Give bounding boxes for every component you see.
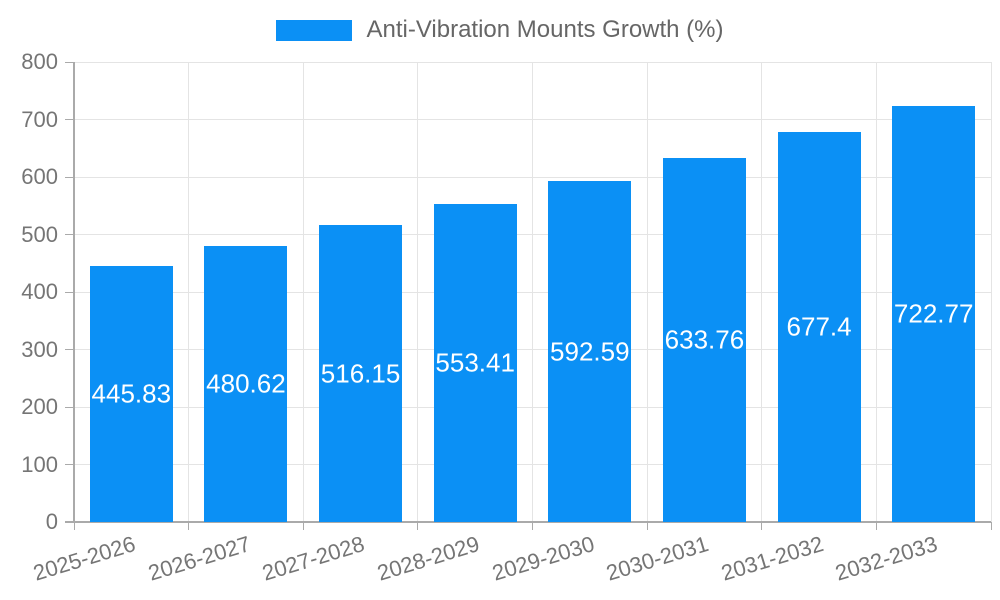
bar-value-label: 445.83	[91, 378, 172, 409]
legend-label: Anti-Vibration Mounts Growth (%)	[366, 16, 724, 43]
x-axis-tick	[188, 522, 190, 530]
y-axis-label: 400	[21, 279, 58, 304]
x-axis-tick	[417, 522, 419, 530]
x-axis-tick	[761, 522, 763, 530]
x-gridline	[646, 62, 648, 522]
x-axis-tick	[990, 522, 992, 530]
x-gridline	[188, 62, 190, 522]
legend: Anti-Vibration Mounts Growth (%)	[0, 16, 1000, 44]
x-axis-label: 2025-2026	[30, 531, 139, 586]
y-axis-tick	[65, 406, 74, 408]
x-axis-tick	[646, 522, 648, 530]
y-axis-tick	[65, 119, 74, 120]
y-axis-tick	[65, 464, 74, 465]
legend-item[interactable]: Anti-Vibration Mounts Growth (%)	[276, 16, 724, 44]
bar-value-label: 633.76	[664, 324, 745, 355]
x-axis-tick	[532, 522, 533, 530]
bar-value-label: 553.41	[435, 347, 515, 378]
y-axis-line	[73, 62, 75, 522]
bar-value-label: 677.4	[786, 311, 852, 342]
y-axis-tick	[65, 176, 74, 178]
bar[interactable]	[319, 225, 403, 522]
y-axis-label: 800	[21, 49, 58, 74]
x-axis-tick	[875, 522, 877, 530]
bar[interactable]	[662, 157, 746, 522]
x-gridline	[532, 62, 533, 522]
x-gridline	[761, 62, 763, 522]
x-axis-tick	[302, 522, 304, 530]
y-axis-label: 700	[21, 106, 58, 132]
x-axis-label: 2030-2031	[603, 531, 712, 586]
x-axis-label: 2029-2030	[488, 531, 597, 586]
bar-value-label: 516.15	[320, 358, 401, 389]
bar-value-label: 722.77	[893, 298, 974, 329]
x-gridline	[990, 62, 992, 522]
bar[interactable]	[433, 203, 517, 522]
bar[interactable]	[777, 132, 861, 522]
x-gridline	[417, 62, 419, 522]
bar-value-label: 480.62	[206, 368, 286, 399]
x-axis-label: 2026-2027	[145, 531, 253, 586]
y-axis-label: 300	[21, 336, 58, 362]
x-axis-tick	[73, 522, 75, 530]
bar-value-label: 592.59	[550, 336, 630, 367]
y-axis-label: 100	[21, 451, 58, 477]
y-axis-label: 500	[21, 221, 58, 247]
y-axis-tick	[65, 349, 74, 350]
bar[interactable]	[89, 265, 173, 522]
y-axis-label: 0	[45, 509, 58, 534]
y-axis-tick	[65, 234, 74, 235]
x-axis-line	[65, 521, 991, 523]
bar[interactable]	[892, 106, 976, 522]
y-axis-tick	[65, 61, 74, 63]
x-axis-label: 2032-2033	[832, 531, 941, 586]
x-axis-label: 2031-2032	[718, 531, 827, 586]
bar[interactable]	[204, 245, 288, 522]
y-axis-tick	[65, 291, 74, 293]
x-axis-label: 2027-2028	[259, 531, 368, 586]
y-axis-label: 200	[21, 394, 58, 419]
y-axis-label: 600	[21, 164, 58, 189]
bar[interactable]	[548, 181, 632, 522]
x-gridline	[875, 62, 877, 522]
legend-swatch-icon	[276, 19, 353, 41]
x-gridline	[302, 62, 304, 522]
x-axis-label: 2028-2029	[374, 531, 483, 586]
